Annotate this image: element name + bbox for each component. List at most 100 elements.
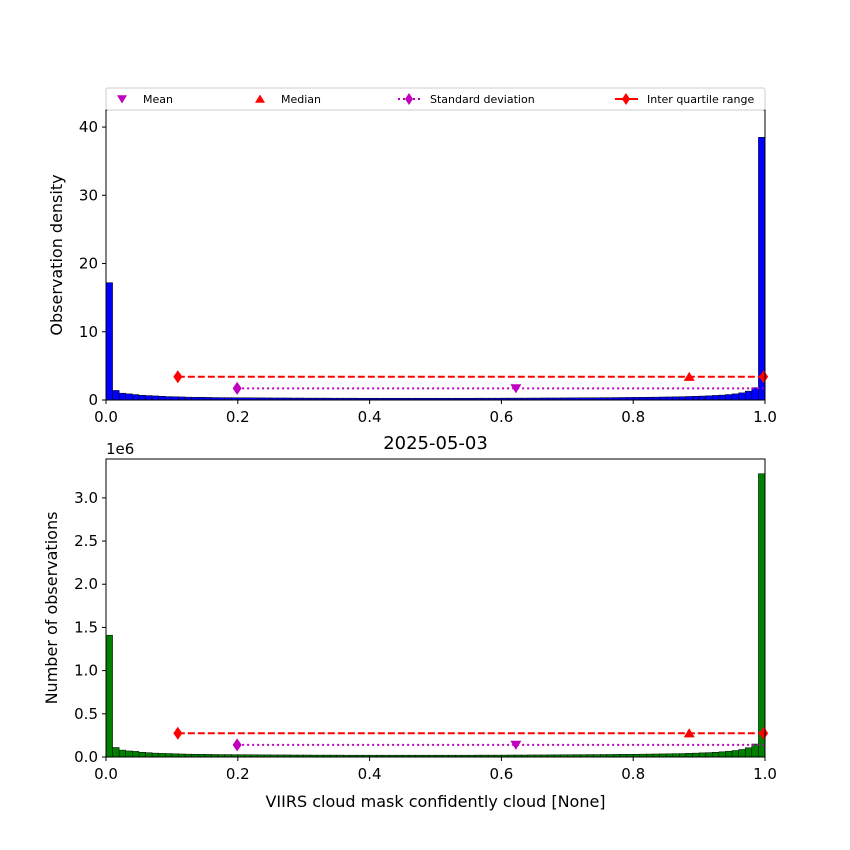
histogram-bar (744, 390, 753, 401)
legend: Mean Median Standard deviation Inter quarti… (105, 87, 766, 111)
histogram-bar (718, 394, 726, 401)
histogram-bar (705, 395, 713, 401)
y-tick-label: 0.0 (74, 748, 98, 766)
y-tick-label: 1.0 (74, 662, 98, 680)
histogram-bar (692, 395, 700, 401)
x-tick-label: 1.0 (753, 765, 777, 783)
histogram-bar (685, 396, 693, 401)
histogram-bar (105, 634, 113, 758)
top-density-histogram: 0.0 0.2 0.4 0.6 0.8 1.0 0 10 20 30 40 Observation d… (47, 109, 777, 426)
y-axis-label: Number of observations (42, 512, 61, 705)
histogram-bar (744, 747, 753, 758)
histogram-bar (112, 390, 120, 401)
histogram-bar (712, 395, 720, 401)
x-tick-label: 1.0 (753, 408, 777, 426)
x-tick-label: 0.8 (621, 765, 645, 783)
histogram-bar (692, 752, 700, 758)
mean-marker (510, 740, 522, 750)
legend-median-label: Median (281, 93, 321, 106)
histogram-bar (125, 750, 133, 758)
y-tick-label: 30 (79, 186, 98, 204)
y-axis-label: Observation density (47, 174, 66, 335)
histogram-bar (165, 753, 173, 758)
histogram-bar (672, 753, 680, 758)
histogram-bar (158, 753, 166, 758)
histogram-bar (725, 394, 733, 401)
mean-marker (510, 384, 522, 394)
histogram-bar (151, 395, 159, 401)
histogram-bar (132, 751, 140, 758)
std-endpoint-marker (232, 381, 242, 395)
axes-frame (105, 458, 766, 758)
histogram-bar (158, 395, 166, 401)
histogram-bar (738, 749, 746, 758)
y-tick-label: 0 (88, 391, 98, 409)
histogram-bar (712, 751, 720, 758)
histogram-bar (725, 751, 733, 758)
x-tick-label: 0.4 (358, 408, 382, 426)
y-tick-label: 2.5 (74, 532, 98, 550)
histogram-bar (685, 753, 693, 758)
histogram-bar (718, 751, 726, 758)
iqr-endpoint-marker (173, 726, 183, 740)
histogram-bar (751, 387, 759, 401)
x-tick-label: 0.0 (94, 408, 118, 426)
legend-iqr-marker (622, 93, 630, 105)
y-tick-label: 2.0 (74, 575, 98, 593)
histogram-bar (758, 473, 766, 758)
histogram-bar (138, 394, 146, 401)
legend-std-label: Standard deviation (430, 93, 535, 106)
histogram-bar (125, 393, 133, 401)
y-tick-label: 10 (79, 323, 98, 341)
x-tick-label: 0.0 (94, 765, 118, 783)
y-tick-label: 1.5 (74, 618, 98, 636)
histogram-bar (145, 752, 153, 758)
iqr-endpoint-marker (759, 726, 769, 740)
histogram-bar (731, 750, 739, 758)
histogram-bar (738, 392, 746, 401)
median-marker (683, 371, 695, 381)
legend-std-marker (405, 93, 413, 105)
legend-box (105, 87, 766, 111)
x-tick-label: 0.6 (489, 765, 513, 783)
legend-mean-label: Mean (143, 93, 173, 106)
histogram-bar (105, 282, 113, 401)
histogram-bar (758, 137, 766, 401)
x-tick-label: 0.6 (489, 408, 513, 426)
chart-title: 2025-05-03 (383, 433, 488, 454)
x-tick-label: 0.4 (358, 765, 382, 783)
y-tick-label: 0.5 (74, 705, 98, 723)
x-tick-label: 0.8 (621, 408, 645, 426)
histogram-bar (165, 396, 173, 401)
iqr-endpoint-marker (759, 370, 769, 384)
histogram-bar (679, 753, 687, 758)
median-marker (683, 728, 695, 738)
y-offset-text: 1e6 (106, 440, 134, 458)
bottom-count-histogram: 0.0 0.2 0.4 0.6 0.8 1.0 0.0 0.5 1.0 1.5 2.0 2.5 3.0 N… (42, 433, 777, 811)
histogram-bar (112, 747, 120, 758)
x-tick-label: 0.2 (226, 408, 250, 426)
histogram-bar (679, 396, 687, 401)
histogram-bar (118, 749, 127, 758)
y-tick-label: 3.0 (74, 489, 98, 507)
legend-mean-marker (117, 95, 127, 104)
y-tick-label: 20 (79, 255, 98, 273)
y-tick-label: 40 (79, 118, 98, 136)
legend-median-marker (255, 94, 265, 103)
x-tick-label: 0.2 (226, 765, 250, 783)
histogram-bar (698, 395, 706, 401)
iqr-endpoint-marker (173, 370, 183, 384)
histogram-bar (751, 743, 759, 758)
legend-iqr-label: Inter quartile range (647, 93, 754, 106)
histogram-bar (132, 394, 140, 401)
histogram-bar (731, 393, 739, 401)
histogram-bar (145, 395, 153, 401)
std-endpoint-marker (232, 738, 242, 752)
x-axis-label: VIIRS cloud mask confidently cloud [None… (265, 792, 605, 811)
histogram-bar (151, 752, 159, 758)
histogram-bar (698, 752, 706, 758)
histogram-bar (705, 752, 713, 758)
histogram-bar (118, 392, 127, 401)
